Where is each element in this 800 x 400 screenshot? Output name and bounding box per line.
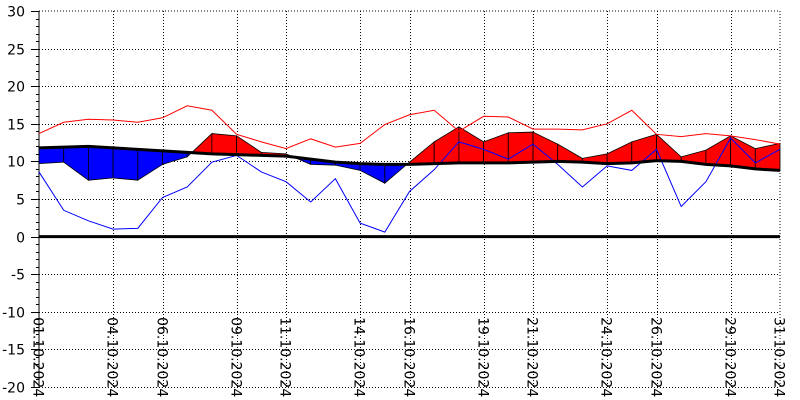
above-normal-area (507, 131, 534, 164)
above-normal-area (433, 126, 460, 165)
below-normal-area (63, 145, 89, 181)
below-normal-area (88, 145, 114, 181)
y-tick-label: 10 (7, 155, 25, 171)
below-normal-area (384, 164, 408, 185)
above-normal-area (730, 135, 756, 170)
y-tick-label: 15 (7, 118, 25, 134)
y-tick-label: 30 (7, 5, 25, 21)
above-normal-area (754, 142, 781, 171)
above-normal-area (483, 132, 509, 164)
x-tick-label: 26.10.2024 (648, 317, 664, 397)
above-normal-area (211, 133, 238, 156)
x-tick-label: 06.10.2024 (154, 317, 170, 397)
y-tick-label: -10 (2, 306, 25, 322)
min-temperature-line (38, 137, 781, 233)
y-tick-label: -20 (2, 381, 25, 397)
below-normal-area (359, 163, 386, 184)
x-tick-label: 24.10.2024 (598, 317, 614, 397)
x-tick-label: 21.10.2024 (524, 317, 540, 397)
above-normal-area (236, 135, 262, 156)
series-lines (38, 105, 781, 239)
x-tick-label: 11.10.2024 (277, 317, 293, 397)
y-tick-label: 20 (7, 80, 25, 96)
below-normal-area (38, 146, 65, 165)
y-tick-label: 5 (16, 193, 25, 209)
x-tick-label: 09.10.2024 (228, 317, 244, 397)
normal-temperature-line (38, 144, 781, 172)
y-tick-label: -15 (2, 343, 25, 359)
above-normal-area (606, 141, 633, 165)
below-normal-area (112, 147, 139, 181)
max-temperature-line (38, 105, 781, 150)
above-normal-area (409, 141, 435, 165)
x-tick-label: 14.10.2024 (351, 317, 367, 397)
y-axis-ticks: 30 25 20 15 10 5 0 -5 -10 -15 -20 (2, 5, 25, 397)
x-tick-label: 29.10.2024 (722, 317, 738, 397)
above-normal-area (705, 135, 731, 167)
below-normal-area (137, 148, 163, 181)
above-normal-area (557, 143, 583, 163)
x-tick-label: 16.10.2024 (401, 317, 417, 397)
above-normal-area (631, 133, 657, 164)
above-normal-area (190, 132, 213, 155)
x-tick-label: 31.10.2024 (771, 317, 787, 397)
x-tick-label: 01.10.2024 (30, 317, 46, 397)
x-tick-label: 19.10.2024 (475, 317, 491, 397)
y-tick-label: -5 (11, 268, 25, 284)
above-normal-area (458, 126, 485, 164)
y-tick-label: 0 (16, 231, 25, 247)
x-tick-label: 04.10.2024 (104, 317, 120, 397)
y-tick-label: 25 (7, 43, 25, 59)
x-axis-ticks: 01.10.2024 04.10.2024 06.10.2024 09.10.2024… (30, 317, 787, 397)
